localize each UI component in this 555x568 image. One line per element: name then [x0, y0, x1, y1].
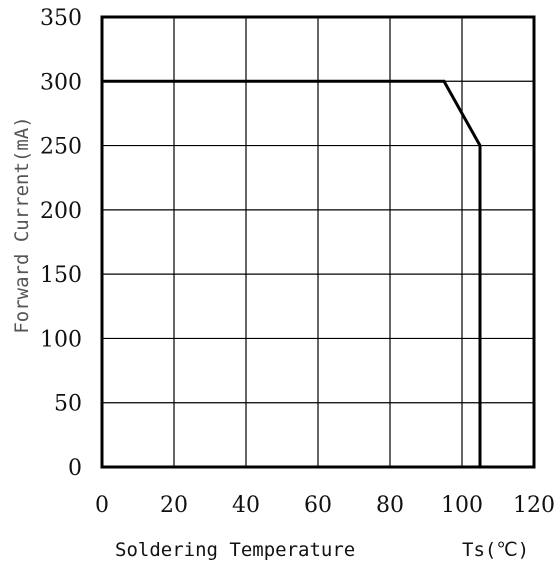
x-tick-label: 40 — [232, 493, 260, 518]
grid — [102, 17, 534, 467]
y-tick-label: 250 — [40, 135, 82, 160]
y-tick-label: 150 — [40, 263, 82, 288]
y-tick-label: 200 — [40, 199, 82, 224]
y-tick-label: 0 — [68, 456, 82, 481]
series-line — [102, 79, 482, 467]
y-tick-label: 50 — [54, 392, 82, 417]
x-axis-label: Soldering Temperature — [115, 539, 355, 561]
y-tick-labels: 0 50 100 150 200 250 300 350 — [40, 6, 82, 481]
y-tick-label: 300 — [40, 70, 82, 95]
x-tick-label: 80 — [376, 493, 404, 518]
plot-frame — [100, 15, 536, 469]
x-tick-label: 100 — [441, 493, 483, 518]
y-tick-label: 100 — [40, 327, 82, 352]
series-layer — [102, 79, 482, 467]
x-tick-label: 0 — [95, 493, 109, 518]
y-axis-label: Forward Current(mA) — [11, 116, 33, 333]
x-tick-label: 60 — [304, 493, 332, 518]
x-tick-label: 120 — [513, 493, 555, 518]
x-tick-label: 20 — [160, 493, 188, 518]
x-tick-labels: 0 20 40 60 80 100 120 — [95, 493, 555, 518]
x-axis-unit-label: Ts(℃) — [462, 539, 529, 561]
y-tick-label: 350 — [40, 6, 82, 31]
